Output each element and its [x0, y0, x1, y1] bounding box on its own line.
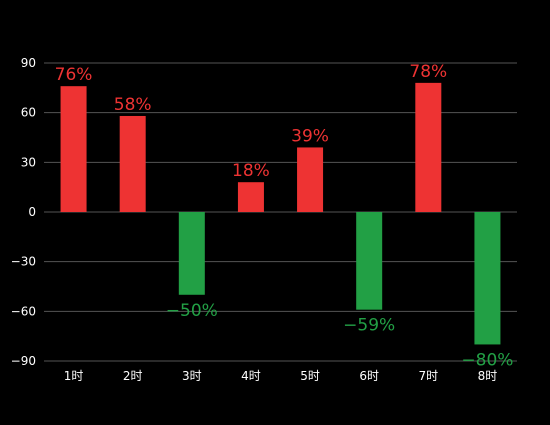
data-label-6: −59%: [343, 316, 395, 336]
x-tick-label: 1时: [64, 369, 84, 383]
bar-2: [119, 115, 146, 212]
data-labels: 76% 58% −50% 18% 39% −59% 78% −80%: [55, 62, 514, 371]
data-label-2: 58%: [114, 95, 152, 115]
y-axis-ticks: 90 60 30 0 −30 −60 −90: [11, 56, 36, 368]
x-tick-label: 2时: [123, 369, 143, 383]
y-tick-label: 90: [21, 56, 36, 70]
y-tick-label: 0: [28, 205, 36, 219]
x-tick-label: 8时: [478, 369, 498, 383]
bar-4: [237, 182, 264, 212]
data-label-4: 18%: [232, 161, 270, 181]
bar-5: [297, 147, 324, 212]
data-label-7: 78%: [409, 62, 447, 82]
y-tick-label: −90: [11, 354, 36, 368]
y-tick-label: 30: [21, 155, 36, 169]
y-tick-label: −60: [11, 304, 36, 318]
x-tick-label: 7时: [418, 369, 438, 383]
bar-7: [415, 82, 442, 212]
data-label-8: −80%: [461, 350, 513, 370]
x-tick-label: 5时: [300, 369, 320, 383]
x-tick-label: 6时: [359, 369, 379, 383]
bar-1: [60, 86, 87, 212]
data-label-5: 39%: [291, 126, 329, 146]
bars: [60, 82, 501, 345]
bar-6: [356, 212, 383, 310]
bar-8: [474, 212, 501, 345]
data-label-3: −50%: [166, 301, 218, 321]
y-tick-label: 60: [21, 106, 36, 120]
y-tick-label: −30: [11, 255, 36, 269]
x-tick-label: 4时: [241, 369, 261, 383]
bar-3: [178, 212, 205, 295]
x-tick-label: 3时: [182, 369, 202, 383]
x-axis-ticks: 1时 2时 3时 4时 5时 6时 7时 8时: [64, 369, 498, 383]
data-label-1: 76%: [55, 65, 93, 85]
